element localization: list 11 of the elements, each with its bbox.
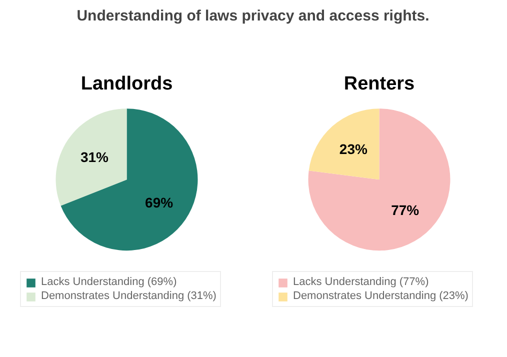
chart-title: Renters <box>344 74 415 95</box>
data-label: 69% <box>145 194 174 210</box>
legend-label: Demonstrates Understanding (31%) <box>41 290 216 302</box>
data-label: 23% <box>339 141 368 158</box>
legend-label: Lacks Understanding (69%) <box>41 276 177 288</box>
legend-label: Lacks Understanding (77%) <box>293 276 429 288</box>
legend-label: Demonstrates Understanding (23%) <box>293 290 468 302</box>
chart-title: Landlords <box>80 74 173 95</box>
data-label: 77% <box>391 202 420 218</box>
text: Understanding of laws privacy and access rights. <box>76 8 430 24</box>
data-label: 31% <box>80 148 110 165</box>
